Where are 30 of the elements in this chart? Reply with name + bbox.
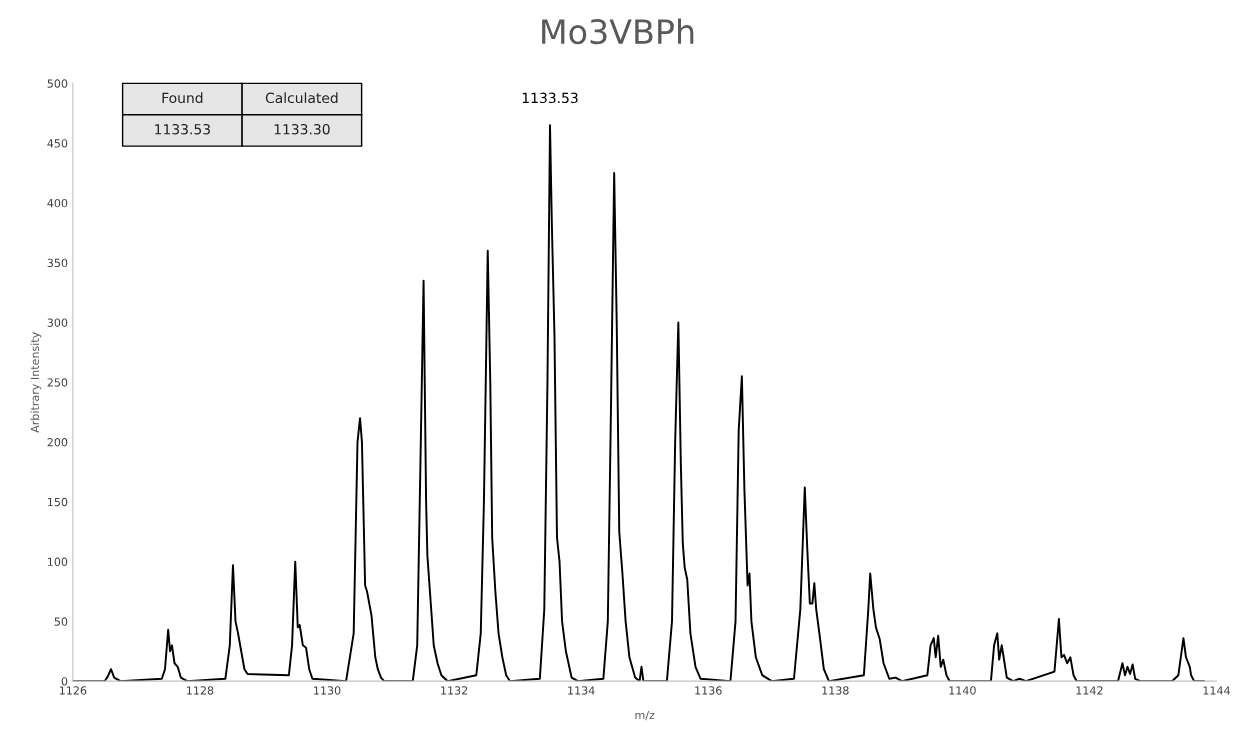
x-tick-label: 1134 (568, 686, 595, 695)
x-tick-label: 1144 (1203, 686, 1230, 695)
y-tick-label: 150 (48, 497, 68, 507)
y-tick-label: 0 (61, 677, 68, 686)
x-tick-label: 1138 (822, 686, 849, 695)
annotation: Calculated (265, 92, 338, 104)
y-tick-label: 200 (47, 438, 68, 447)
y-tick-label: 250 (47, 378, 68, 387)
y-tick-label: 400 (47, 198, 68, 208)
y-tick-label: 300 (47, 318, 68, 327)
y-axis-title: Arbitrary Intensity (30, 332, 42, 433)
x-tick-label: 1132 (441, 686, 468, 695)
x-tick-label: 1136 (695, 686, 722, 695)
x-tick-label: 1140 (949, 686, 976, 695)
x-tick-label: 1126 (59, 686, 87, 695)
line-series (72, 124, 1205, 682)
chart-title: Mo3VBPh (542, 18, 694, 45)
y-tick-label: 450 (47, 139, 68, 148)
y-tick-label: 500 (47, 79, 68, 88)
y-tick-label: 350 (47, 258, 68, 268)
x-tick-label: 1128 (187, 686, 214, 695)
y-tick-label: 100 (48, 557, 68, 566)
x-tick-label: 1142 (1076, 686, 1103, 695)
y-tick-label: 50 (54, 617, 68, 626)
x-axis-title: m/z (635, 711, 655, 721)
x-tick-label: 1130 (314, 686, 341, 695)
annotation: 1133.30 (274, 123, 330, 135)
annotation: 1133.53 (522, 92, 578, 104)
annotation: Found (162, 92, 203, 104)
annotation: 1133.53 (155, 123, 210, 135)
